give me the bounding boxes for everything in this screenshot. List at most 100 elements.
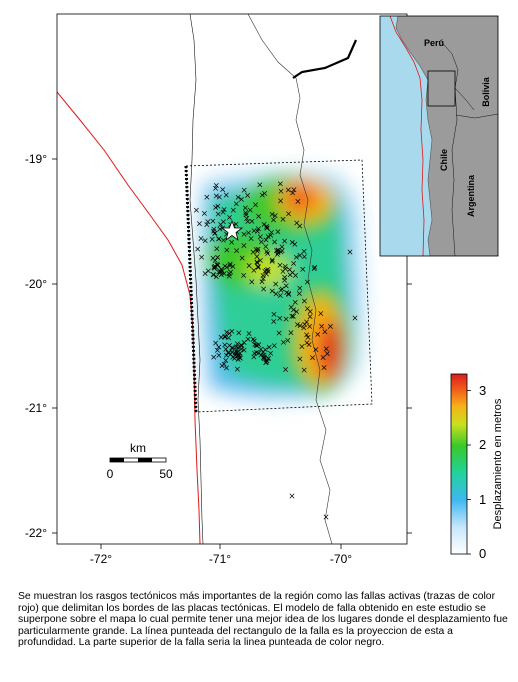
- x-icon: [252, 342, 258, 348]
- x-icon: [246, 263, 252, 269]
- x-icon: [224, 365, 229, 371]
- x-icon: [251, 267, 257, 273]
- x-icon: [269, 258, 275, 264]
- x-icon: [263, 237, 269, 243]
- x-icon: [255, 264, 261, 270]
- x-icon: [225, 350, 231, 355]
- x-icon: [204, 222, 210, 227]
- x-icon: [241, 231, 247, 237]
- x-icon: [297, 223, 303, 229]
- x-icon: [236, 330, 242, 336]
- x-icon: [258, 346, 264, 352]
- x-icon: [287, 272, 293, 278]
- x-icon: [292, 299, 298, 305]
- x-icon: [256, 350, 262, 356]
- x-icon: [245, 336, 251, 342]
- x-icon: [218, 272, 224, 278]
- x-icon: [253, 342, 259, 348]
- x-icon: [295, 198, 301, 204]
- x-icon: [297, 323, 303, 329]
- x-icon: [285, 187, 291, 193]
- x-icon: [269, 230, 274, 235]
- x-icon: [252, 350, 257, 356]
- x-icon: [257, 182, 263, 188]
- x-icon: [273, 281, 279, 287]
- border-thick: [292, 39, 358, 79]
- x-icon: [216, 352, 222, 358]
- x-icon: [307, 323, 313, 329]
- x-icon: [227, 342, 232, 348]
- scale-bar-unit: km: [130, 441, 146, 455]
- x-icon: [234, 349, 240, 355]
- x-icon: [297, 285, 303, 291]
- x-icon: [266, 344, 272, 350]
- x-icon: [223, 192, 229, 198]
- x-icon: [277, 181, 283, 187]
- x-icon: [241, 347, 247, 353]
- x-icon: [198, 236, 204, 241]
- x-icon: [215, 211, 221, 217]
- slip-distribution: [198, 168, 365, 403]
- x-icon: [304, 306, 310, 312]
- x-icon: [242, 205, 248, 211]
- x-icon: [284, 290, 290, 296]
- x-icon: [319, 323, 325, 329]
- x-icon: [277, 293, 283, 299]
- x-icon: [278, 287, 284, 293]
- x-icon: [232, 355, 237, 361]
- x-icon: [239, 343, 245, 348]
- x-icon: [213, 204, 219, 210]
- x-icon: [289, 313, 295, 319]
- x-icon: [211, 354, 217, 360]
- x-icon: [226, 271, 232, 277]
- x-icon: [299, 344, 305, 349]
- scale-bar-start: 0: [107, 467, 114, 481]
- inset-map: Perú Bolivia Chile Argentina: [379, 15, 499, 257]
- x-icon: [268, 350, 274, 356]
- x-icon: [217, 226, 223, 232]
- x-icon: [257, 258, 263, 263]
- x-icon: [217, 269, 223, 275]
- x-icon: [202, 271, 208, 277]
- x-icon: [258, 239, 264, 245]
- x-icon: [221, 271, 227, 277]
- x-icon: [293, 254, 299, 260]
- x-icon: [238, 342, 244, 348]
- x-icon: [264, 223, 270, 229]
- x-icon: [214, 347, 220, 353]
- x-icon: [272, 239, 278, 245]
- x-icon: [276, 330, 282, 336]
- x-icon: [195, 246, 201, 252]
- x-icon: [266, 355, 271, 361]
- x-icon: [321, 365, 327, 371]
- lat-tick-label: -22°: [25, 526, 47, 540]
- x-icon: [226, 330, 232, 336]
- scale-bar-end: 50: [159, 467, 173, 481]
- x-icon: [239, 196, 244, 202]
- x-icon: [297, 252, 303, 258]
- aftershock-markers: [193, 181, 358, 520]
- x-icon: [272, 213, 278, 219]
- x-icon: [230, 207, 236, 213]
- x-icon: [301, 254, 307, 260]
- x-icon: [236, 355, 242, 361]
- x-icon: [257, 234, 263, 240]
- x-icon: [254, 259, 260, 265]
- x-icon: [283, 316, 289, 322]
- x-icon: [255, 246, 261, 252]
- x-icon: [264, 271, 269, 277]
- lon-tick-label: -72°: [90, 552, 112, 566]
- x-icon: [223, 346, 229, 352]
- lat-tick-label: -21°: [25, 401, 47, 415]
- x-icon: [193, 207, 199, 213]
- x-icon: [214, 246, 220, 252]
- x-icon: [304, 279, 310, 285]
- x-icon: [275, 248, 281, 254]
- x-icon: [297, 356, 303, 362]
- x-icon: [271, 343, 277, 349]
- x-icon: [261, 286, 267, 292]
- x-icon: [243, 210, 249, 216]
- x-icon: [264, 358, 270, 364]
- x-icon: [249, 218, 255, 224]
- x-icon: [223, 352, 229, 358]
